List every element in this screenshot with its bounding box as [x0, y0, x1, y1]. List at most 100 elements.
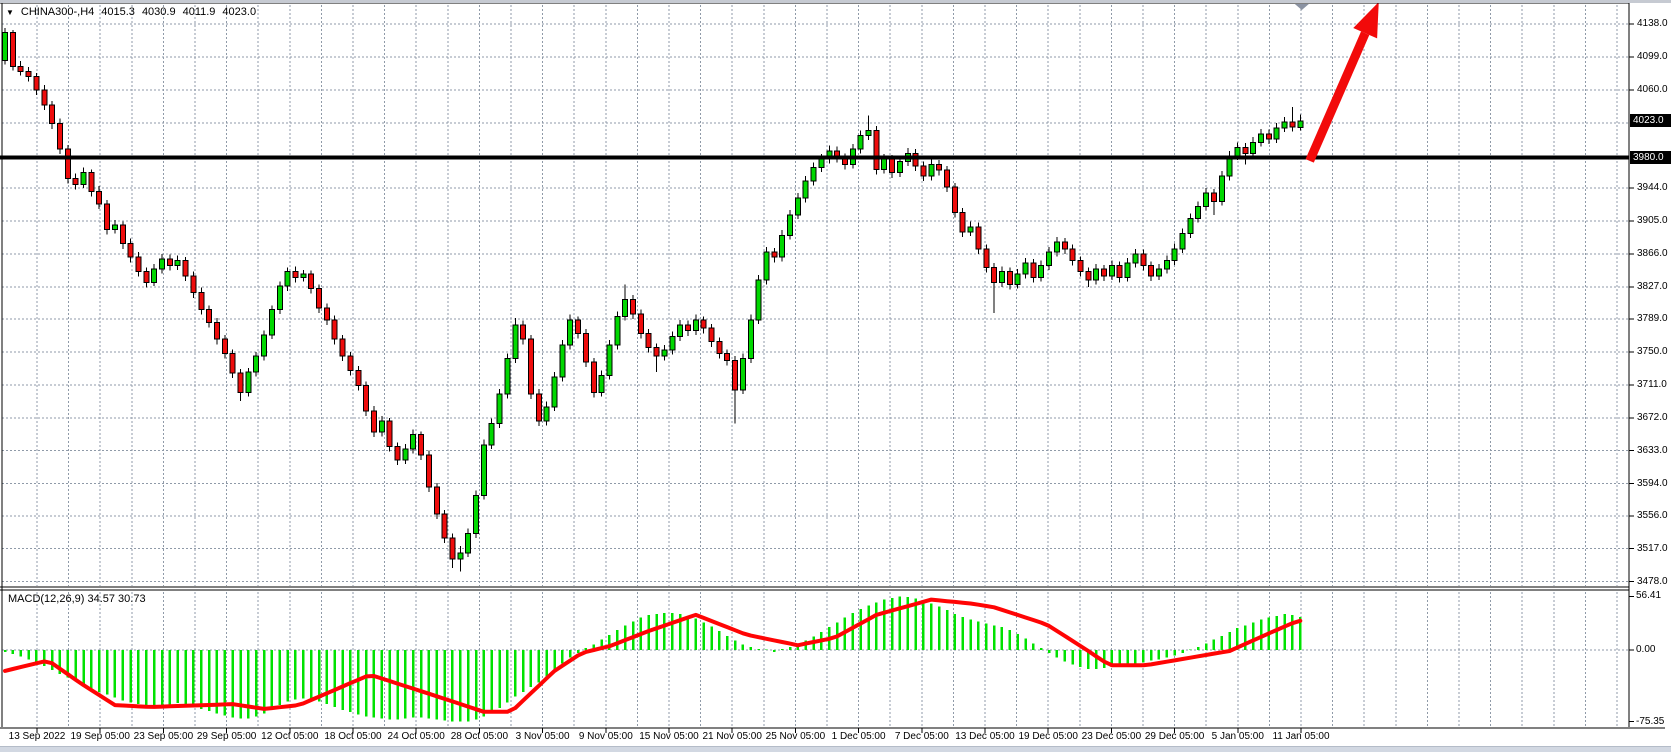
- candle-body: [1155, 268, 1162, 277]
- candle-body: [316, 287, 322, 309]
- price-axis-label: 4138.0: [1637, 18, 1668, 29]
- candle-body: [41, 89, 48, 106]
- candle-body: [873, 129, 880, 170]
- candle-body: [339, 338, 346, 357]
- time-axis-label: 15 Nov 05:00: [639, 731, 699, 742]
- candle-body: [386, 420, 393, 447]
- candle-body: [166, 258, 173, 267]
- candle-body: [959, 211, 966, 233]
- candle-body: [331, 319, 338, 340]
- candle-body: [1006, 271, 1013, 285]
- time-axis-label: 24 Oct 05:00: [387, 731, 445, 742]
- candle-body: [496, 393, 503, 425]
- time-axis-label: 25 Nov 05:00: [765, 731, 826, 742]
- candle-body: [936, 163, 943, 171]
- candle-body: [292, 271, 299, 278]
- candle-body: [1234, 146, 1241, 157]
- candle-body: [598, 375, 605, 393]
- candle-body: [268, 309, 275, 336]
- candle-body: [80, 172, 87, 186]
- candle-body: [1210, 192, 1217, 202]
- candle-body: [425, 454, 432, 488]
- candle-body: [1046, 251, 1053, 267]
- candle-body: [64, 148, 71, 180]
- candle-body: [637, 313, 644, 334]
- candle-body: [1069, 248, 1076, 262]
- candle-body: [480, 444, 487, 497]
- candle-body: [920, 165, 927, 177]
- collapse-triangle-icon[interactable]: ▼: [6, 7, 14, 17]
- candle-body: [1140, 253, 1147, 267]
- candle-body: [716, 341, 723, 355]
- ohlc-high: 4030.9: [141, 6, 176, 18]
- candle-body: [928, 163, 935, 177]
- candle-body: [276, 285, 283, 311]
- candle-body: [433, 486, 440, 515]
- time-axis-label: 29 Dec 05:00: [1144, 731, 1205, 742]
- candle-body: [410, 434, 417, 450]
- time-axis-label: 9 Nov 05:00: [578, 731, 633, 742]
- candle-body: [56, 123, 63, 150]
- candle-body: [755, 279, 762, 321]
- candle-body: [535, 393, 542, 422]
- candle-body: [1258, 133, 1264, 143]
- candle-body: [182, 260, 189, 277]
- time-axis-label: 1 Dec 05:00: [831, 731, 886, 742]
- trend-arrow-shaft[interactable]: [1305, 31, 1370, 163]
- candle-body: [998, 271, 1005, 284]
- candle-body: [951, 186, 958, 213]
- candle-body: [779, 234, 786, 258]
- candle-body: [441, 513, 448, 539]
- candle-body: [1218, 175, 1225, 202]
- macd-axis-label: 56.41: [1636, 590, 1662, 602]
- candle-body: [1022, 262, 1029, 275]
- candle-body: [1030, 262, 1037, 279]
- price-axis-label: 3866.0: [1637, 247, 1668, 259]
- price-axis-label: 4060.0: [1637, 83, 1668, 95]
- candle-body: [630, 298, 636, 315]
- candle-body: [661, 349, 668, 357]
- candle-body: [810, 167, 817, 182]
- candle-body: [347, 355, 354, 371]
- candle-body: [394, 446, 401, 461]
- candle-body: [1242, 146, 1249, 154]
- candle-body: [104, 203, 111, 230]
- candle-body: [49, 104, 56, 125]
- price-axis-label: 3944.0: [1637, 181, 1668, 193]
- candle-body: [732, 359, 739, 391]
- symbol-period-label: CHINA300-,H4: [20, 6, 95, 18]
- trend-arrow-head[interactable]: [1353, 2, 1379, 39]
- time-axis-label: 29 Sep 05:00: [196, 731, 257, 742]
- price-axis-label: 3517.0: [1637, 542, 1668, 554]
- candle-body: [1163, 260, 1170, 270]
- candle-body: [1053, 241, 1060, 253]
- candle-body: [881, 158, 888, 170]
- candle-body: [1108, 265, 1115, 277]
- time-axis-label: 13 Dec 05:00: [955, 731, 1015, 742]
- candle-body: [449, 537, 456, 560]
- candle-body: [818, 158, 825, 169]
- candle-body: [378, 420, 385, 433]
- candle-body: [975, 226, 982, 250]
- candle-body: [1203, 192, 1210, 208]
- time-axis-label: 21 Nov 05:00: [702, 731, 762, 742]
- candle-body: [567, 319, 574, 346]
- macd-signal-line: [3, 597, 1303, 714]
- candle-body: [967, 226, 974, 233]
- candle-body: [543, 406, 550, 422]
- window-bottom-edge: [0, 746, 1671, 752]
- candle-body: [1077, 260, 1084, 273]
- candle-body: [402, 448, 409, 461]
- candle-body: [135, 256, 142, 273]
- candle-body: [300, 273, 307, 278]
- price-axis-label: 3556.0: [1637, 509, 1668, 521]
- candle-body: [857, 135, 864, 150]
- candle-body: [229, 353, 236, 374]
- window-top-edge: [0, 0, 1671, 3]
- candle-body: [700, 319, 707, 329]
- candle-body: [991, 266, 998, 284]
- candle-body: [473, 495, 479, 535]
- candle-body: [1085, 271, 1092, 281]
